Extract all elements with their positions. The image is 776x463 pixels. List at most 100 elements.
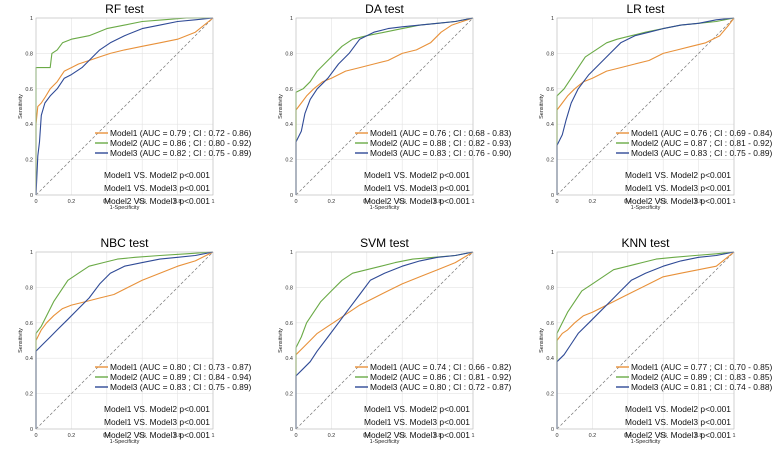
x-tick-label: 0.4 [103, 433, 111, 439]
comparison-text: Model2 VS. Model3 p<0.001 [104, 430, 210, 440]
chart-title: DA test [365, 2, 404, 16]
roc-curve-model2 [295, 251, 474, 429]
comparison-text: Model1 VS. Model2 p<0.001 [625, 404, 731, 414]
y-axis-label: Sensitivity [18, 94, 24, 119]
plot-frame [295, 251, 474, 430]
panel-lr-test: 0 0.2 0.4 0.6 0.8 1 0 0.2 0.4 0.6 0.8 1 1-Specificit… [539, 2, 772, 211]
chance-diagonal [556, 251, 735, 430]
legend-entry-model1: Model1 (AUC = 0.76 ; CI : 0.69 - 0.84) [631, 128, 772, 138]
comparison-text: Model2 VS. Model3 p<0.001 [364, 196, 470, 206]
chance-diagonal [35, 251, 214, 430]
legend-entry-model2: Model2 (AUC = 0.87 ; CI : 0.81 - 0.92) [631, 138, 772, 148]
x-tick-label: 0.2 [68, 199, 76, 205]
chance-diagonal [556, 17, 735, 196]
roc-curve-model3 [295, 251, 474, 429]
x-tick-label: 0.2 [328, 199, 336, 205]
y-tick-label: 0.8 [25, 51, 33, 57]
panel-rf-test: 0 0.2 0.4 0.6 0.8 1 0 0.2 0.4 0.6 0.8 1 1-Specificit… [18, 2, 251, 211]
x-tick-label: 0.6 [398, 433, 406, 439]
x-tick-label: 0 [555, 433, 558, 439]
x-tick-label: 0 [34, 433, 37, 439]
plot-frame [556, 251, 735, 430]
panel-da-test: 0 0.2 0.4 0.6 0.8 1 0 0.2 0.4 0.6 0.8 1 1-Specificit… [278, 2, 511, 211]
x-tick-label: 0 [34, 199, 37, 205]
roc-curve-model3 [35, 17, 214, 196]
roc-curve-model2 [556, 251, 735, 429]
y-tick-label: 1 [30, 250, 33, 256]
x-tick-label: 0.8 [174, 199, 182, 205]
chance-diagonal [35, 17, 214, 196]
y-tick-label: 0.2 [546, 392, 554, 398]
chance-diagonal [295, 251, 474, 430]
y-tick-label: 0.2 [546, 158, 554, 164]
y-tick-label: 1 [290, 250, 293, 256]
y-axis-label: Sensitivity [18, 328, 24, 353]
y-axis-label: Sensitivity [278, 328, 284, 353]
x-tick-label: 0.6 [138, 199, 146, 205]
legend-entry-model3: Model3 (AUC = 0.83 ; CI : 0.76 - 0.90) [370, 148, 511, 158]
x-axis-label: 1-Specificity [370, 205, 400, 211]
y-tick-label: 1 [30, 16, 33, 22]
y-tick-label: 0.6 [25, 321, 33, 327]
legend-entry-model3: Model3 (AUC = 0.82 ; CI : 0.75 - 0.89) [110, 148, 251, 158]
legend-entry-model2: Model2 (AUC = 0.86 ; CI : 0.81 - 0.92) [370, 372, 511, 382]
y-tick-label: 0.4 [25, 356, 33, 362]
legend-entry-model3: Model3 (AUC = 0.80 ; CI : 0.72 - 0.87) [370, 382, 511, 392]
legend-entry-model1: Model1 (AUC = 0.80 ; CI : 0.73 - 0.87) [110, 362, 251, 372]
legend-entry-model2: Model2 (AUC = 0.89 ; CI : 0.84 - 0.94) [110, 372, 251, 382]
y-tick-label: 0.2 [285, 392, 293, 398]
comparison-text: Model2 VS. Model3 p<0.001 [625, 430, 731, 440]
roc-curve-model3 [295, 17, 474, 195]
y-tick-label: 0.8 [285, 285, 293, 291]
x-tick-label: 0.8 [695, 433, 703, 439]
x-tick-label: 0 [555, 199, 558, 205]
x-tick-label: 0.8 [174, 433, 182, 439]
y-tick-label: 0 [30, 193, 33, 199]
legend-entry-model2: Model2 (AUC = 0.89 ; CI : 0.83 - 0.85) [631, 372, 772, 382]
y-tick-label: 0.4 [546, 122, 554, 128]
y-tick-label: 1 [551, 250, 554, 256]
roc-curve-model1 [295, 17, 474, 195]
roc-curve-model1 [295, 251, 474, 429]
plot-frame [295, 17, 474, 196]
x-tick-label: 0.8 [434, 433, 442, 439]
y-axis-label: Sensitivity [539, 94, 545, 119]
x-axis-label: 1-Specificity [110, 205, 140, 211]
x-tick-label: 0.2 [68, 433, 76, 439]
y-tick-label: 0.6 [546, 87, 554, 93]
x-tick-label: 0 [294, 199, 297, 205]
y-tick-label: 0.6 [546, 321, 554, 327]
comparison-text: Model2 VS. Model3 p<0.001 [625, 196, 731, 206]
legend-entry-model1: Model1 (AUC = 0.77 ; CI : 0.70 - 0.85) [631, 362, 772, 372]
comparison-text: Model1 VS. Model3 p<0.001 [364, 417, 470, 427]
y-tick-label: 0.6 [25, 87, 33, 93]
y-axis-label: Sensitivity [278, 94, 284, 119]
x-tick-label: 0.2 [589, 433, 597, 439]
y-tick-label: 0.4 [285, 122, 293, 128]
legend-entry-model1: Model1 (AUC = 0.74 ; CI : 0.66 - 0.82) [370, 362, 511, 372]
roc-curve-model3 [35, 251, 214, 429]
y-tick-label: 0.6 [285, 321, 293, 327]
y-tick-label: 0 [290, 427, 293, 433]
x-tick-label: 0.6 [138, 433, 146, 439]
x-tick-label: 1 [471, 433, 474, 439]
x-tick-label: 0.4 [624, 199, 632, 205]
roc-curve-model3 [556, 251, 735, 429]
y-tick-label: 0.2 [25, 392, 33, 398]
comparison-text: Model1 VS. Model3 p<0.001 [104, 183, 210, 193]
x-tick-label: 1 [471, 199, 474, 205]
chart-title: LR test [626, 2, 665, 16]
panel-svm-test: 0 0.2 0.4 0.6 0.8 1 0 0.2 0.4 0.6 0.8 1 1-Specificit… [278, 236, 511, 445]
panel-nbc-test: 0 0.2 0.4 0.6 0.8 1 0 0.2 0.4 0.6 0.8 1 1-Specificit… [18, 236, 251, 445]
x-tick-label: 0.2 [589, 199, 597, 205]
y-tick-label: 0.2 [285, 158, 293, 164]
legend-entry-model1: Model1 (AUC = 0.76 ; CI : 0.68 - 0.83) [370, 128, 511, 138]
x-tick-label: 0.4 [103, 199, 111, 205]
roc-curve-model1 [556, 251, 735, 429]
chance-diagonal [295, 17, 474, 196]
comparison-text: Model2 VS. Model3 p<0.001 [364, 430, 470, 440]
y-tick-label: 0.2 [25, 158, 33, 164]
y-tick-label: 1 [551, 16, 554, 22]
y-tick-label: 0 [551, 427, 554, 433]
